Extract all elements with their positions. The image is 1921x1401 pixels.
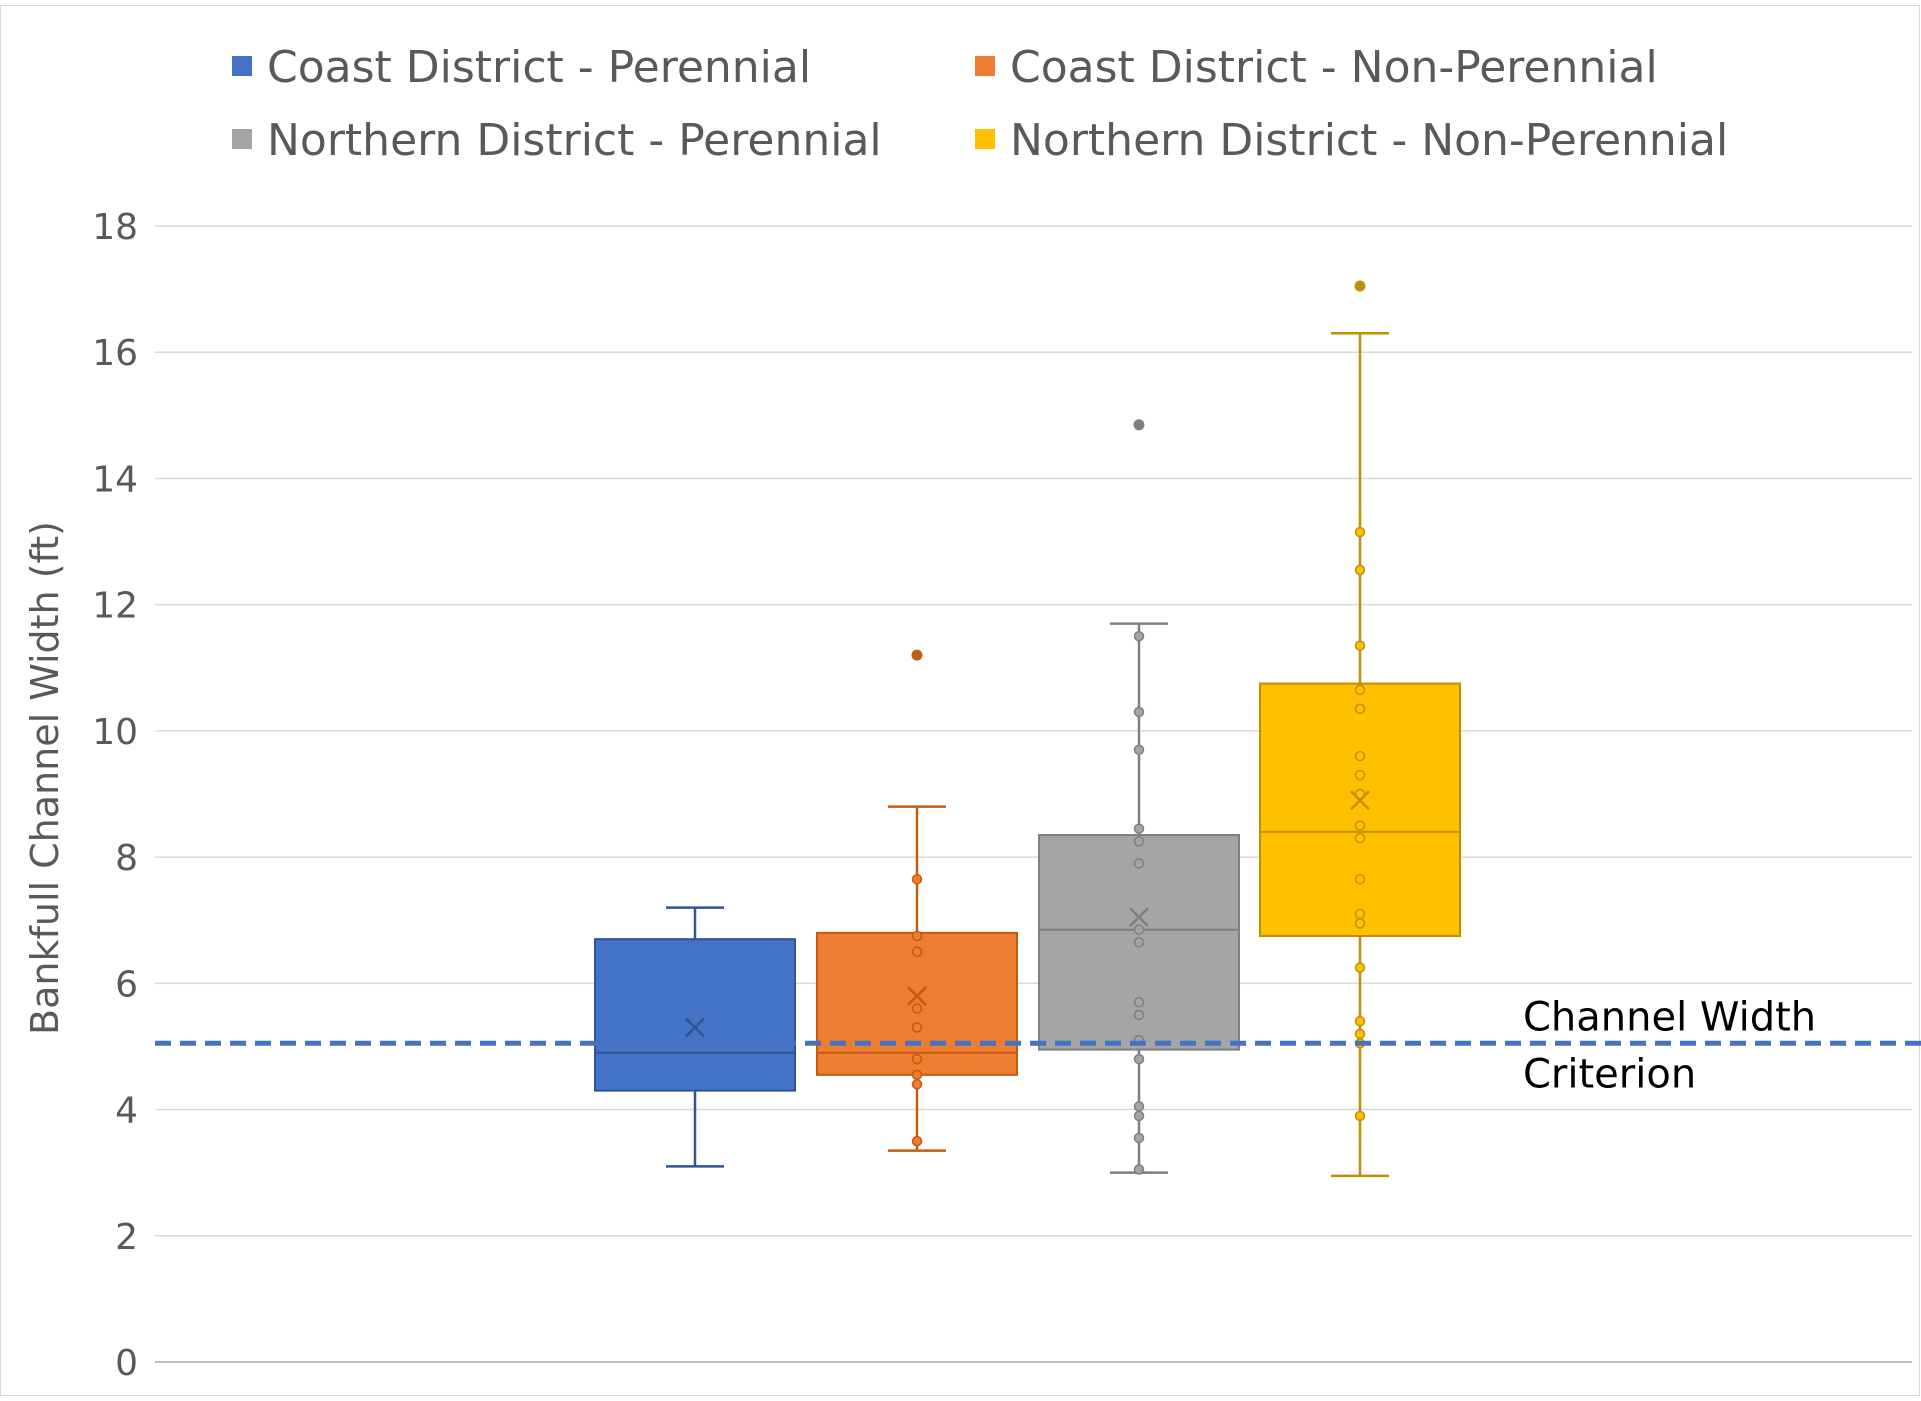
data-point bbox=[1354, 564, 1366, 576]
data-point bbox=[1133, 744, 1145, 756]
legend-label: Northern District - Non-Perennial bbox=[1010, 115, 1728, 166]
y-tick-label: 10 bbox=[92, 712, 138, 753]
data-point bbox=[1133, 1053, 1145, 1065]
data-point bbox=[1354, 526, 1366, 538]
data-point bbox=[1354, 703, 1366, 715]
boxes bbox=[594, 280, 1461, 1178]
legend-swatch bbox=[975, 56, 995, 76]
legend-swatch bbox=[232, 56, 252, 76]
data-point bbox=[1133, 823, 1145, 834]
data-point bbox=[1354, 820, 1366, 831]
data-point bbox=[1133, 836, 1145, 847]
data-point bbox=[1133, 1110, 1145, 1122]
data-point bbox=[911, 1053, 923, 1065]
y-tick-label: 2 bbox=[115, 1217, 138, 1258]
data-point bbox=[1133, 1101, 1145, 1112]
box-group bbox=[1259, 280, 1461, 1178]
data-point bbox=[1354, 832, 1366, 844]
data-point bbox=[1133, 1132, 1145, 1144]
mean-marker-stroke bbox=[1129, 907, 1149, 927]
y-tick-label: 14 bbox=[92, 459, 138, 500]
y-tick-label: 16 bbox=[92, 333, 138, 374]
y-axis-label: Bankfull Channel Width (ft) bbox=[23, 521, 67, 1035]
box-group bbox=[594, 906, 796, 1168]
mean-marker-stroke bbox=[907, 986, 927, 1006]
data-point bbox=[1133, 937, 1145, 948]
gridlines bbox=[155, 225, 1912, 1363]
data-point bbox=[911, 930, 923, 942]
legend: Coast District - Perennial Coast District… bbox=[232, 42, 1728, 166]
data-point bbox=[1354, 1015, 1366, 1027]
legend-label: Coast District - Non-Perennial bbox=[1010, 42, 1658, 93]
legend-label: Northern District - Perennial bbox=[267, 115, 882, 166]
data-point bbox=[1354, 640, 1366, 651]
data-point bbox=[1133, 997, 1145, 1008]
data-point bbox=[1354, 1028, 1366, 1040]
data-point bbox=[1354, 918, 1366, 929]
mean-marker bbox=[1350, 790, 1370, 811]
data-point bbox=[1354, 908, 1366, 920]
data-point bbox=[911, 1022, 923, 1033]
outlier-point bbox=[911, 649, 923, 661]
box bbox=[594, 938, 796, 1092]
data-point bbox=[1133, 1164, 1145, 1175]
data-point bbox=[1354, 684, 1366, 696]
data-point bbox=[1354, 1110, 1366, 1122]
y-tick-label: 8 bbox=[115, 838, 138, 879]
reference-line-label: Criterion bbox=[1523, 1051, 1696, 1097]
reference-line-label: Channel Width bbox=[1523, 994, 1816, 1040]
mean-marker bbox=[685, 1017, 705, 1038]
data-point bbox=[911, 1003, 923, 1014]
data-point bbox=[911, 1135, 923, 1147]
legend-swatch bbox=[975, 129, 995, 149]
data-point bbox=[1133, 924, 1145, 935]
data-point bbox=[911, 1069, 923, 1081]
y-tick-label: 18 bbox=[92, 207, 138, 248]
data-point bbox=[1133, 706, 1145, 718]
data-point bbox=[911, 873, 923, 885]
data-point bbox=[1354, 962, 1366, 973]
mean-marker-stroke bbox=[1350, 790, 1370, 811]
y-tick-label: 4 bbox=[115, 1091, 138, 1132]
y-tick-label: 12 bbox=[92, 586, 138, 627]
data-point bbox=[1354, 769, 1366, 781]
data-point bbox=[1133, 630, 1145, 642]
data-point bbox=[1133, 1009, 1145, 1021]
data-point bbox=[1354, 788, 1366, 800]
legend-swatch bbox=[232, 129, 252, 149]
data-point bbox=[1133, 858, 1145, 869]
y-axis-tick-labels: 0 2 4 6 8 10 12 14 16 18 bbox=[92, 207, 138, 1384]
box-group bbox=[816, 649, 1018, 1152]
data-point bbox=[911, 946, 923, 958]
reference-line-group: Channel Width Criterion bbox=[155, 994, 1921, 1097]
box bbox=[1259, 682, 1461, 937]
data-point bbox=[1354, 873, 1366, 885]
box-group bbox=[1038, 419, 1240, 1175]
y-tick-label: 6 bbox=[115, 964, 138, 1005]
outlier-point bbox=[1354, 280, 1366, 292]
mean-marker bbox=[907, 986, 927, 1006]
data-point bbox=[911, 1079, 923, 1090]
mean-marker-stroke bbox=[685, 1017, 705, 1038]
mean-marker bbox=[1129, 907, 1149, 927]
legend-label: Coast District - Perennial bbox=[267, 42, 811, 93]
outlier-point bbox=[1133, 419, 1145, 431]
y-tick-label: 0 bbox=[115, 1343, 138, 1384]
data-point bbox=[1354, 750, 1366, 762]
